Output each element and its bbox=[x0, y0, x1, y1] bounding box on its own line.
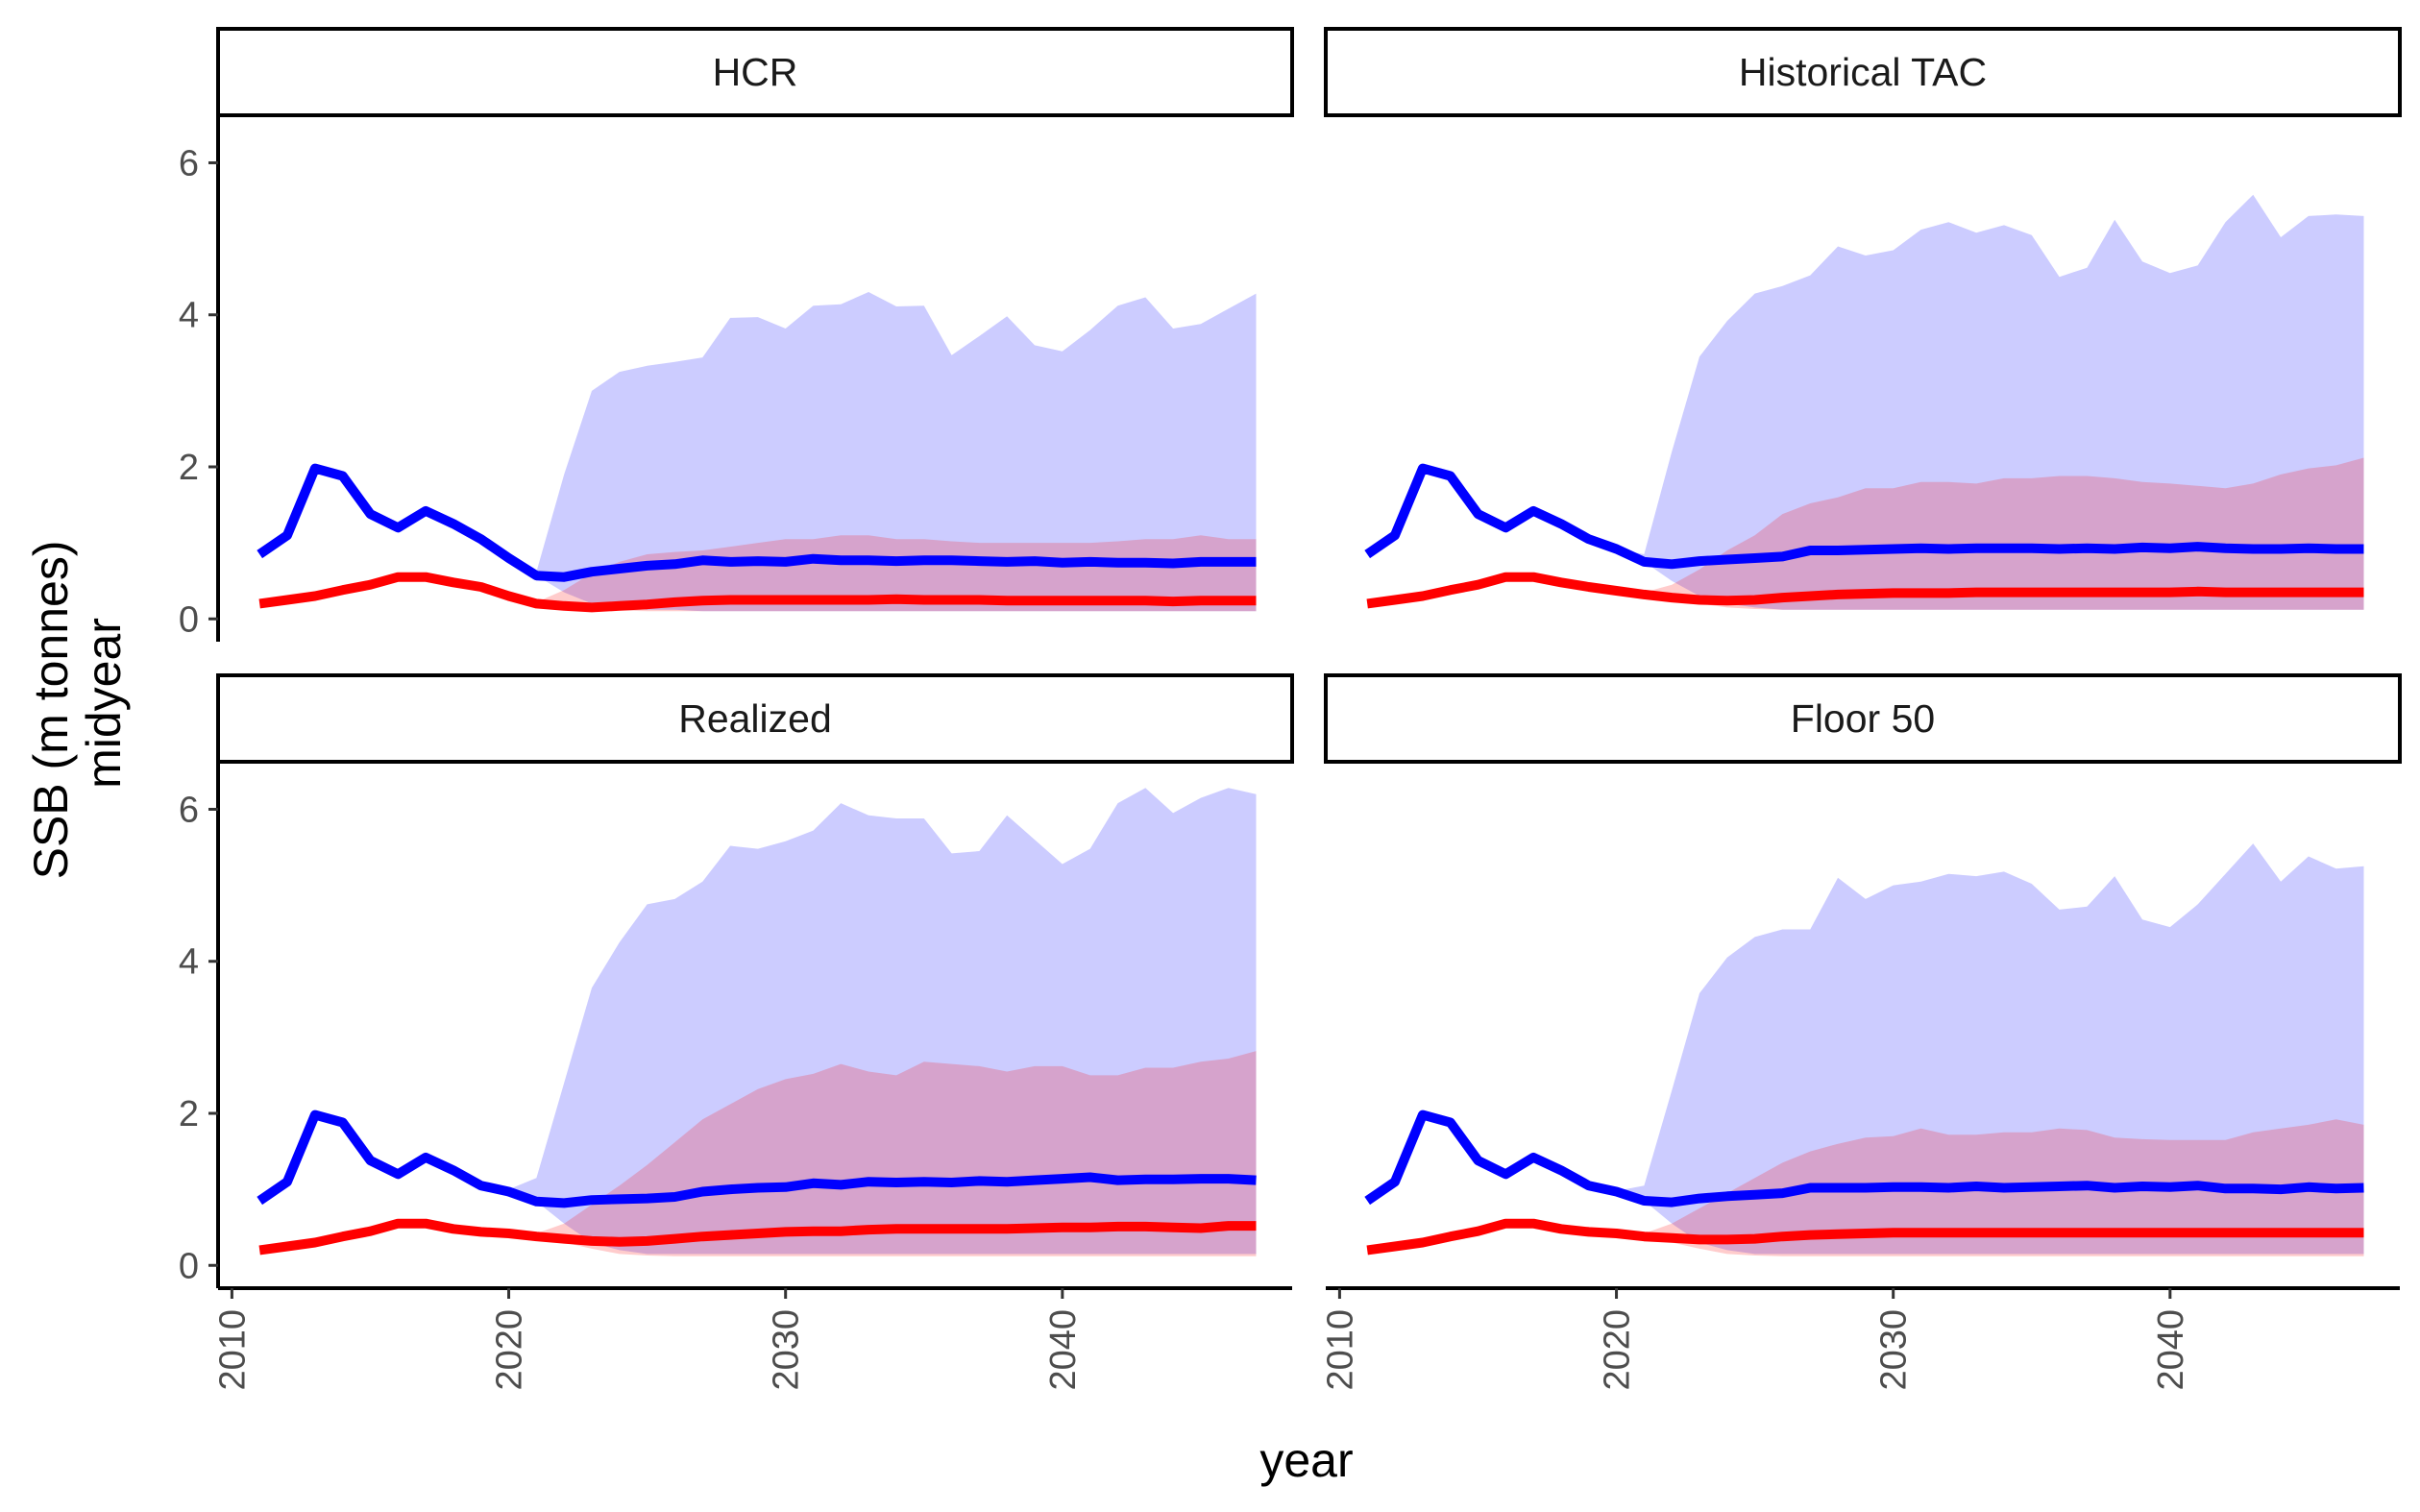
x-tick-label: 2020 bbox=[1598, 1309, 1638, 1391]
x-tick-label: 2010 bbox=[1320, 1309, 1360, 1391]
y-axis-title: SSB (m tonnes) midyear bbox=[24, 527, 131, 880]
y-tick-label: 0 bbox=[179, 599, 199, 640]
red-median-line bbox=[258, 1218, 1257, 1256]
blue-interval-band bbox=[259, 788, 1257, 1255]
blue-interval-band bbox=[259, 292, 1257, 612]
blue-median-line bbox=[257, 463, 1257, 582]
x-tick-label: 2040 bbox=[1043, 1309, 1084, 1391]
facet-title: Floor 50 bbox=[1791, 696, 1935, 741]
blue-median-line bbox=[1364, 463, 2364, 570]
y-axis-title-line-1: SSB (m tonnes) bbox=[24, 541, 78, 880]
facet-title: HCR bbox=[713, 50, 798, 94]
y-axis-title-line-2: midyear bbox=[77, 618, 131, 789]
facet-title: Realized bbox=[678, 696, 832, 741]
facet-strip bbox=[216, 27, 1294, 117]
y-tick-label: 0 bbox=[179, 1246, 199, 1286]
facet-title: Historical TAC bbox=[1739, 50, 1987, 94]
facet-strip bbox=[1324, 27, 2402, 117]
blue-interval-band bbox=[1367, 843, 2364, 1255]
red-median-line bbox=[1366, 572, 2364, 609]
panels-layer: HCR 0 2 4 6 Historical TAC Realized 0 2 4 6 2010 202… bbox=[179, 27, 2402, 1391]
x-axis-title: year bbox=[1259, 1433, 1353, 1487]
y-tick-label: 4 bbox=[179, 296, 199, 336]
red-median-line bbox=[1366, 1218, 2364, 1256]
panel-hcr: HCR 0 2 4 6 bbox=[179, 27, 1294, 642]
x-tick-label: 2020 bbox=[490, 1309, 530, 1391]
red-interval-band bbox=[259, 1051, 1257, 1256]
panel-realized: Realized 0 2 4 6 2010 2020 2030 2040 bbox=[179, 673, 1294, 1391]
panel-historical-tac: Historical TAC bbox=[1324, 27, 2402, 610]
facet-strip bbox=[216, 673, 1294, 764]
x-tick-label: 2030 bbox=[1874, 1309, 1915, 1391]
x-tick-label: 2030 bbox=[767, 1309, 807, 1391]
y-tick-label: 6 bbox=[179, 790, 199, 830]
blue-median-line bbox=[257, 1110, 1257, 1208]
y-tick-label: 6 bbox=[179, 143, 199, 183]
red-interval-band bbox=[259, 535, 1257, 612]
y-tick-label: 4 bbox=[179, 942, 199, 983]
blue-median-line bbox=[1364, 1110, 2364, 1207]
blue-interval-band bbox=[1367, 194, 2364, 610]
panel-floor-50: Floor 50 2010 2020 2030 2040 bbox=[1320, 673, 2402, 1391]
x-tick-label: 2010 bbox=[212, 1309, 253, 1391]
y-tick-label: 2 bbox=[179, 1094, 199, 1134]
y-tick-label: 2 bbox=[179, 448, 199, 488]
x-tick-label: 2040 bbox=[2151, 1309, 2191, 1391]
red-median-line bbox=[258, 572, 1257, 613]
facet-strip bbox=[1324, 673, 2402, 764]
red-interval-band bbox=[1367, 457, 2364, 610]
